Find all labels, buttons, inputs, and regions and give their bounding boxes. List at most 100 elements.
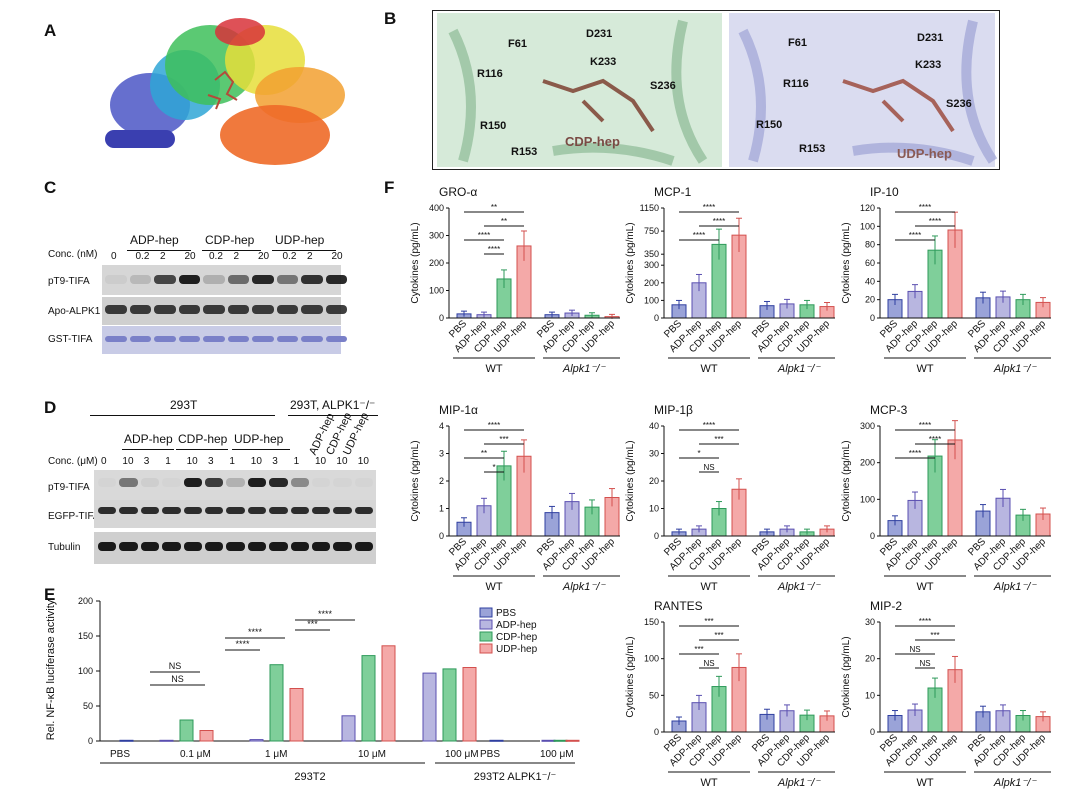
y-axis-title: Cytokines (pg/mL) [841,440,852,521]
blot-band [355,478,373,487]
blot-band [312,478,330,487]
y-tick-label: 0 [870,531,875,541]
panel-letter-a: A [44,21,57,40]
sig-label: *** [714,631,723,640]
residue-label: S236 [946,98,972,110]
ligand-label-cdp: CDP-hep [565,134,620,149]
conc-value: 0.2 [209,251,223,262]
blot-band [154,275,176,284]
blot-band [105,275,127,284]
y-tick-label: 200 [644,278,659,288]
blot-membrane [94,500,376,528]
blot-band [183,542,202,551]
y-axis-title: Cytokines (pg/mL) [410,222,421,303]
panel-letter-e: E [44,585,56,604]
y-tick-label: 200 [429,258,444,268]
blot-band [119,507,138,514]
conc-value: 0 [101,456,107,467]
y-tick-label: 200 [860,458,875,468]
blot-band [247,507,267,514]
sig-label: *** [499,435,508,444]
bar [541,739,556,742]
sig-label: NS [909,645,920,654]
y-tick-label: 50 [649,690,659,700]
chart-title: MCP-3 [870,403,908,417]
group-label-ko: Alpk1⁻/⁻ [562,363,606,375]
y-tick-label: 1 [439,504,444,514]
sig-label: NS [919,659,930,668]
chart-title: MIP-1α [439,403,478,417]
conc-value: 20 [184,251,196,262]
y-tick-label: 120 [860,203,875,213]
y-tick-label: 300 [429,231,444,241]
legend-label: UDP-hep [496,644,538,655]
sig-label: **** [703,203,715,212]
bar [159,739,174,742]
bar [249,739,264,742]
y-tick-label: 150 [644,617,659,627]
group-label-ko: Alpk1⁻/⁻ [993,777,1037,789]
group-label-wt: WT [916,581,933,593]
blot-group-label: UDP-hep [234,432,284,446]
blot-band [325,336,347,342]
sig-label: **** [478,231,490,240]
bar [422,672,437,742]
residue-label: R150 [480,120,507,132]
sig-label: *** [704,617,713,626]
sig-label: ** [501,217,507,226]
y-tick-label: 350 [644,249,659,259]
sig-label: * [492,463,495,472]
blot-band [178,275,200,284]
y-tick-label: 40 [649,421,659,431]
residue-label: D231 [917,32,944,44]
bar [489,739,504,742]
sig-label: NS [703,659,714,668]
y-axis-title: Cytokines (pg/mL) [841,636,852,717]
sig-label: **** [919,421,931,430]
blot-band [105,305,127,314]
blot-band [269,507,288,514]
blot-band [325,305,347,314]
bar [269,664,284,742]
conc-value: 10 [357,456,369,467]
blot-band [276,336,298,342]
cell-line-underline [288,415,378,416]
y-tick-label: 400 [429,203,444,213]
blot-band [290,542,309,551]
x-group-label: PBS [110,749,130,760]
residue-label: F61 [788,37,807,49]
y-tick-label: 3 [439,449,444,459]
sig-label: *** [930,631,939,640]
blot-band [140,507,160,514]
group-underline [127,250,191,251]
conc-label: Conc. (nM) [48,249,98,260]
y-tick-label: 0 [654,313,659,323]
conc-value: 10 [122,456,134,467]
y-tick-label: 200 [78,596,93,606]
y-tick-label: 300 [860,421,875,431]
sig-label: ** [491,203,497,212]
sig-label: NS [169,661,182,671]
x-group-label: 1 μM [265,749,287,760]
blot-row-label: pT9-TIFA [48,276,90,287]
group-label-ko: Alpk1⁻/⁻ [777,777,821,789]
legend-swatch [479,607,493,618]
panel-letter-c: C [44,178,57,197]
y-tick-label: 100 [429,286,444,296]
bar [341,715,356,742]
y-axis-title: Cytokines (pg/mL) [841,222,852,303]
blot-band [226,507,245,514]
blot-band [129,336,151,342]
residue-label: R150 [756,119,783,131]
chart-title: IP-10 [870,185,899,199]
y-axis-title: Cytokines (pg/mL) [410,440,421,521]
chart-title: MIP-2 [870,599,902,613]
chart-title: MIP-1β [654,403,693,417]
y-tick-label: 0 [88,736,93,746]
y-tick-label: 750 [644,226,659,236]
conc-value: 3 [272,456,278,467]
blot-band [154,305,176,314]
sig-label: **** [929,217,941,226]
